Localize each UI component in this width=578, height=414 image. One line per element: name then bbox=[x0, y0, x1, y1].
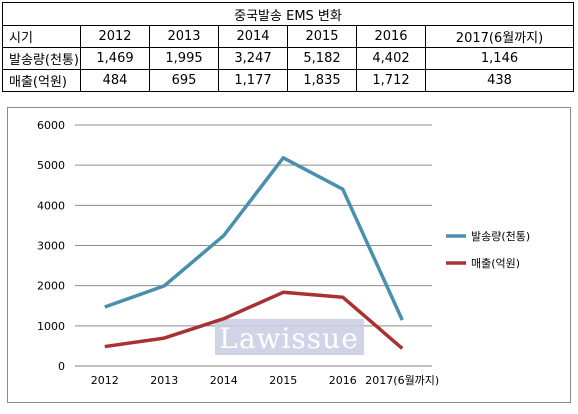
legend-label: 매출(억원) bbox=[471, 257, 520, 270]
series-lines bbox=[104, 156, 404, 350]
table-title: 중국발송 EMS 변화 bbox=[2, 2, 574, 26]
table-cell: 5,182 bbox=[287, 47, 357, 70]
y-tick-label: 3000 bbox=[37, 240, 65, 253]
watermark: Lawissue bbox=[215, 319, 364, 355]
y-tick-label: 0 bbox=[58, 360, 65, 373]
table-row: 발송량(천통) 1,469 1,995 3,247 5,182 4,402 1,… bbox=[2, 47, 574, 70]
y-tick-label: 2000 bbox=[37, 280, 65, 293]
table-cell: 1,469 bbox=[80, 47, 150, 70]
legend: 발송량(천통) 매출(억원) bbox=[446, 229, 530, 270]
y-tick-label: 1000 bbox=[37, 320, 65, 333]
x-tick-label: 2013 bbox=[150, 374, 178, 387]
table-cell: 1,995 bbox=[149, 47, 219, 70]
table-cell: 695 bbox=[149, 69, 219, 92]
header-cell: 2014 bbox=[218, 25, 288, 48]
table-cell: 1,712 bbox=[356, 69, 426, 92]
ems-data-table: 중국발송 EMS 변화 시기 2012 2013 2014 2015 2016 … bbox=[2, 2, 574, 92]
watermark-text: Lawissue bbox=[219, 322, 359, 355]
table-title-row: 중국발송 EMS 변화 bbox=[2, 2, 574, 26]
table-header-row: 시기 2012 2013 2014 2015 2016 2017(6월까지) bbox=[2, 25, 574, 48]
x-tick-label: 2012 bbox=[91, 374, 119, 387]
header-cell: 시기 bbox=[2, 25, 81, 48]
y-tick-label: 6000 bbox=[37, 119, 65, 132]
header-cell: 2012 bbox=[80, 25, 150, 48]
row-label: 매출(억원) bbox=[2, 69, 81, 92]
header-cell: 2017(6월까지) bbox=[425, 25, 574, 48]
y-tick-label: 5000 bbox=[37, 159, 65, 172]
x-axis-ticks: 2012 2013 2014 2015 2016 2017(6월까지) bbox=[91, 374, 439, 387]
table-cell: 1,835 bbox=[287, 69, 357, 92]
table-cell: 3,247 bbox=[218, 47, 288, 70]
header-cell: 2013 bbox=[149, 25, 219, 48]
table-cell: 1,177 bbox=[218, 69, 288, 92]
table-cell: 484 bbox=[80, 69, 150, 92]
table-cell: 438 bbox=[425, 69, 574, 92]
x-tick-label: 2015 bbox=[269, 374, 297, 387]
header-cell: 2015 bbox=[287, 25, 357, 48]
series-line-2 bbox=[104, 290, 404, 350]
y-tick-label: 4000 bbox=[37, 199, 65, 212]
row-label: 발송량(천통) bbox=[2, 47, 81, 70]
x-tick-label: 2014 bbox=[210, 374, 238, 387]
x-tick-label: 2017(6월까지) bbox=[365, 374, 439, 387]
table-cell: 1,146 bbox=[425, 47, 574, 70]
gridlines bbox=[75, 124, 432, 367]
table-row: 매출(억원) 484 695 1,177 1,835 1,712 438 bbox=[2, 69, 574, 92]
table-cell: 4,402 bbox=[356, 47, 426, 70]
chart-frame: Lawissue 0 1000 2000 3000 4000 5000 6000 2012 2… bbox=[7, 107, 571, 403]
series-line-1 bbox=[104, 156, 404, 321]
y-axis-ticks: 0 1000 2000 3000 4000 5000 6000 bbox=[37, 119, 65, 373]
legend-label: 발송량(천통) bbox=[471, 229, 530, 243]
watermark-box bbox=[215, 319, 364, 355]
header-cell: 2016 bbox=[356, 25, 426, 48]
x-tick-label: 2016 bbox=[329, 374, 357, 387]
